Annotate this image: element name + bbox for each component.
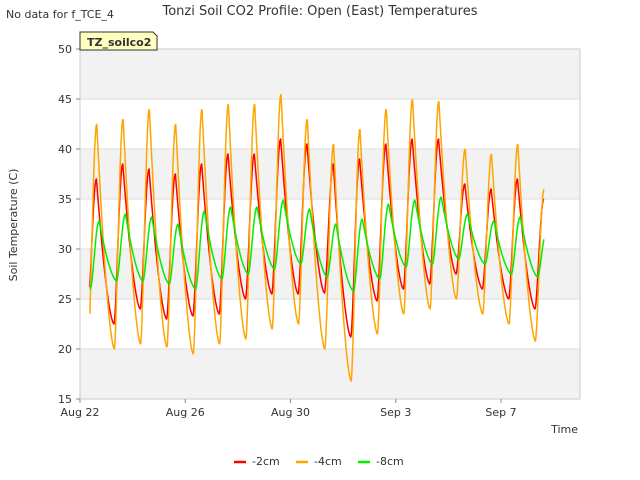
legend-label: -4cm	[314, 455, 342, 468]
series-lines	[89, 93, 545, 382]
x-tick-label: Sep 3	[380, 406, 411, 419]
dataset-badge: TZ_soilco2	[79, 31, 158, 51]
series-line-m2cm	[89, 138, 545, 338]
y-tick-label: 15	[58, 393, 72, 406]
y-tick-label: 45	[58, 93, 72, 106]
series-line-m8cm	[89, 196, 545, 292]
x-axis: Aug 22 Aug 26 Aug 30 Sep 3 Sep 7	[61, 399, 517, 419]
x-axis-label: Time	[550, 423, 578, 436]
y-axis-label: Soil Temperature (C)	[7, 169, 20, 282]
x-tick-label: Aug 30	[271, 406, 310, 419]
x-tick-label: Aug 22	[61, 406, 100, 419]
chart-title: Tonzi Soil CO2 Profile: Open (East) Temp…	[161, 4, 477, 19]
x-tick-label: Aug 26	[166, 406, 205, 419]
y-tick-label: 20	[58, 343, 72, 356]
x-tick-label: Sep 7	[485, 406, 516, 419]
y-tick-label: 35	[58, 193, 72, 206]
no-data-note: No data for f_TCE_4	[6, 8, 114, 21]
legend-label: -2cm	[252, 455, 280, 468]
y-tick-label: 25	[58, 293, 72, 306]
y-tick-label: 50	[58, 43, 72, 56]
legend-label: -8cm	[376, 455, 404, 468]
legend: -2cm -4cm -8cm	[234, 455, 404, 468]
grid-band	[80, 349, 580, 399]
grid-band	[80, 49, 580, 99]
series-line-m4cm	[89, 93, 545, 382]
y-axis: 15 20 25 30 35 40 45 50	[58, 43, 80, 406]
grid-band	[80, 99, 580, 149]
y-tick-label: 30	[58, 243, 72, 256]
badge-box	[79, 31, 158, 51]
y-tick-label: 40	[58, 143, 72, 156]
badge-label: TZ_soilco2	[87, 36, 151, 49]
plot-frame	[79, 48, 581, 400]
